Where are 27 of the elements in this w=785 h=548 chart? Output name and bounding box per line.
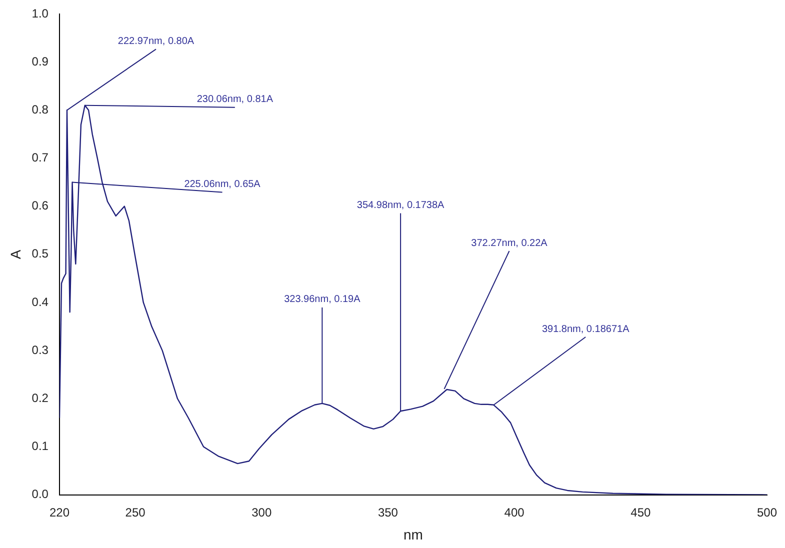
y-tick-label: 0.4 bbox=[32, 294, 49, 309]
x-axis-title: nm bbox=[404, 526, 423, 542]
annotation: 372.27nm, 0.22A bbox=[471, 238, 548, 249]
y-tick-label: 0.6 bbox=[32, 198, 49, 213]
y-axis-title: A bbox=[7, 249, 24, 260]
x-tick-label: 500 bbox=[756, 505, 778, 520]
y-tick-label: 1.0 bbox=[32, 6, 49, 20]
y-tick-label: 0.3 bbox=[32, 342, 49, 357]
annotation: 225.06nm, 0.65A bbox=[184, 179, 261, 190]
y-tick-label: 0.9 bbox=[32, 54, 49, 68]
y-tick-label: 0.5 bbox=[32, 246, 49, 261]
annotation: 391.8nm, 0.18671A bbox=[542, 324, 630, 335]
x-tick-label: 350 bbox=[378, 505, 398, 520]
x-tick-label: 250 bbox=[125, 505, 146, 520]
y-tick-label: 0.1 bbox=[32, 439, 49, 454]
annotation: 323.96nm, 0.19A bbox=[284, 294, 361, 306]
y-tick-label: 0.8 bbox=[32, 102, 49, 116]
annotation: 230.06nm, 0.81A bbox=[196, 94, 274, 106]
y-tick-label: 0.0 bbox=[32, 487, 49, 502]
x-tick-label: 300 bbox=[252, 505, 272, 520]
x-tick-label: 450 bbox=[630, 505, 651, 520]
annotation: 222.97nm, 0.80A bbox=[118, 36, 194, 47]
x-tick-label: 220 bbox=[49, 505, 70, 520]
x-tick-label: 400 bbox=[504, 505, 525, 520]
y-tick-label: 0.7 bbox=[32, 150, 49, 165]
annotation: 354.98nm, 0.1738A bbox=[356, 200, 445, 211]
y-tick-label: 0.2 bbox=[32, 390, 49, 405]
